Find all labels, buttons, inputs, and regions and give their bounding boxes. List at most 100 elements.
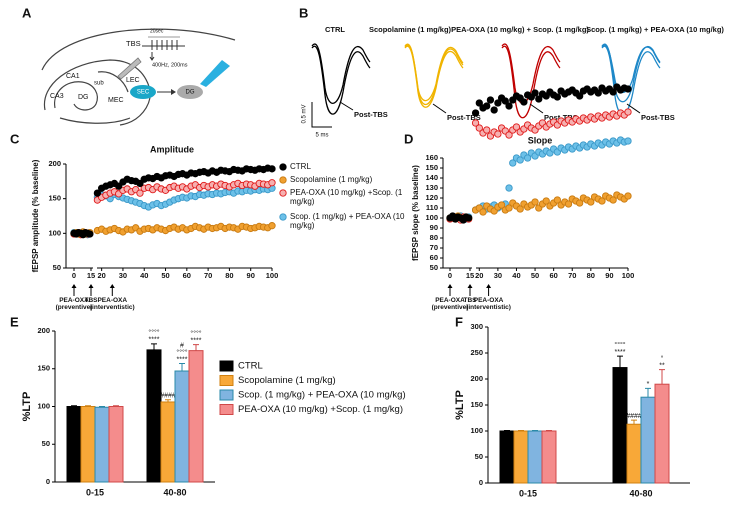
- x-tick-label: 30: [494, 271, 502, 280]
- legend-marker: [279, 176, 287, 184]
- record-electrode: [200, 60, 230, 87]
- y-tick-label: 60: [430, 253, 438, 262]
- significance-label: ****: [615, 349, 626, 356]
- data-point: [609, 88, 617, 96]
- legend-marker: [279, 189, 287, 197]
- error-bar: [85, 405, 91, 407]
- y-tick-label: 150: [37, 364, 50, 373]
- legend-label: Scop. (1 mg/kg) + PEA-OXA (10 mg/kg): [238, 390, 406, 401]
- annotation-arrow-head: [109, 284, 115, 288]
- x-tick-label: 60: [183, 271, 191, 280]
- error-bar: [179, 362, 185, 372]
- data-point: [494, 130, 502, 138]
- data-point: [520, 98, 528, 106]
- region-label: CA1: [66, 73, 80, 80]
- data-point: [465, 214, 473, 222]
- bar: [513, 430, 529, 484]
- annotation-arrow-head: [88, 284, 94, 288]
- data-point: [624, 85, 632, 93]
- error-bar: [518, 429, 524, 431]
- data-point: [594, 89, 602, 97]
- x-tick-label: 90: [247, 271, 255, 280]
- data-point: [490, 106, 498, 114]
- significance-label: °°°°: [614, 341, 625, 349]
- bar: [654, 383, 670, 484]
- data-point: [268, 165, 276, 173]
- target-label: DG: [186, 90, 195, 96]
- panel-label: D: [404, 131, 413, 146]
- data-point: [624, 137, 632, 145]
- significance-label: °°°°: [190, 329, 201, 337]
- x-tick-label: 40-80: [629, 488, 652, 498]
- trace-title: PEA-OXA (10 mg/kg) + Scop. (1 mg/kg): [451, 25, 589, 34]
- y-tick-label: 100: [48, 228, 61, 237]
- data-point: [136, 179, 144, 188]
- data-point: [497, 201, 506, 209]
- x-tick-label: 80: [225, 271, 233, 280]
- x-tick-label: 40: [512, 271, 520, 280]
- trace-title: Scopolamine (1 mg/kg): [369, 25, 452, 34]
- stim-burst: 400Hz, 200ms: [152, 62, 188, 68]
- annotation-arrow-head: [447, 284, 453, 288]
- panel-label: E: [10, 314, 19, 329]
- significance-label: °°°°: [148, 329, 159, 337]
- error-bar: [165, 399, 171, 402]
- panel-label: B: [299, 5, 308, 20]
- data-point: [624, 108, 632, 116]
- bar: [612, 367, 628, 484]
- scale-x-label: 5 ms: [315, 133, 328, 139]
- significance-label: ####: [626, 413, 642, 420]
- significance-label: °: [661, 354, 664, 362]
- y-axis-label: %LTP: [21, 392, 33, 422]
- trace-title: Scop. (1 mg/kg) + PEA-OXA (10 mg/kg): [586, 25, 724, 34]
- trace: [601, 44, 661, 94]
- data-point: [268, 222, 276, 230]
- bar: [80, 406, 96, 483]
- significance-label: ****: [191, 337, 202, 344]
- trace: [311, 43, 371, 105]
- annotation-arrow-head: [71, 284, 77, 288]
- data-point: [505, 204, 513, 212]
- y-tick-label: 120: [425, 193, 438, 202]
- x-tick-label: 0: [448, 271, 452, 280]
- panel-label: A: [22, 5, 32, 20]
- y-tick-label: 140: [425, 173, 438, 182]
- y-tick-label: 50: [430, 263, 438, 272]
- y-tick-label: 150: [470, 400, 483, 409]
- data-point: [471, 119, 480, 127]
- annotation-arrow-head: [467, 284, 473, 288]
- y-tick-label: 0: [46, 477, 50, 486]
- data-point: [576, 199, 584, 207]
- trace: [601, 45, 661, 115]
- data-point: [512, 123, 521, 131]
- x-tick-label: 80: [587, 271, 595, 280]
- data-point: [483, 102, 491, 110]
- error-bar: [631, 419, 637, 425]
- data-point: [505, 131, 513, 139]
- arrow-head: [171, 89, 176, 95]
- data-point: [516, 205, 524, 213]
- data-point: [86, 230, 94, 238]
- region-label: DG: [78, 94, 89, 101]
- x-tick-label: 60: [549, 271, 557, 280]
- legend-label: PEA-OXA (10 mg/kg) +Scop. (1 mg/kg): [238, 404, 403, 415]
- panel-label: C: [10, 131, 20, 146]
- trace-arrows: [339, 101, 641, 114]
- bar: [160, 401, 176, 483]
- y-axis-label: fEPSP amplitude (% baseline): [31, 159, 40, 272]
- data-point: [494, 99, 502, 107]
- data-point: [509, 159, 517, 167]
- data-point: [115, 182, 123, 190]
- region-label: MEC: [108, 97, 124, 104]
- significance-label: ****: [177, 356, 188, 363]
- bar: [541, 430, 557, 484]
- trace: [501, 43, 561, 104]
- y-tick-label: 150: [48, 194, 61, 203]
- data-point: [587, 198, 595, 206]
- post-tbs-label: Post-TBS: [447, 113, 481, 122]
- data-point: [531, 198, 539, 206]
- x-tick-label: 40: [140, 271, 148, 280]
- data-point: [475, 99, 483, 107]
- x-tick-label: 0-15: [86, 487, 104, 497]
